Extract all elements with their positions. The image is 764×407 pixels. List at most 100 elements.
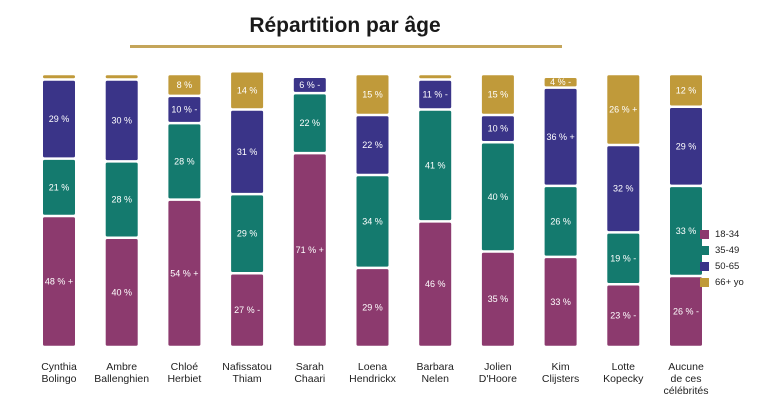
- bar-segment-3549-9: [607, 233, 640, 283]
- bar-segment-5065-7: [481, 116, 514, 141]
- legend-swatch: [700, 261, 709, 271]
- bar-segment-3549-3: [231, 195, 264, 273]
- title-underline: [130, 45, 562, 48]
- legend-swatch: [700, 277, 709, 287]
- data-label: 33 %: [550, 297, 571, 307]
- data-label: 27 % -: [234, 305, 260, 315]
- data-label: 10 % -: [171, 104, 197, 114]
- bar-segment-5065-5: [356, 116, 389, 174]
- bar-segment-3549-4: [293, 94, 326, 152]
- data-label: 29 %: [237, 229, 258, 239]
- bar-segment-5065-1: [105, 80, 138, 161]
- legend-swatch: [700, 229, 709, 239]
- bar-segment-5065-8: [544, 88, 577, 185]
- data-label: 33 %: [676, 226, 697, 236]
- data-label: 41 %: [425, 160, 446, 170]
- bar-segment-66yo-7: [481, 75, 514, 114]
- data-label: 23 % -: [610, 311, 636, 321]
- legend-item: 18-34: [700, 226, 744, 242]
- category-label: Barbara Nelen: [416, 361, 454, 385]
- category-label: Loena Hendrickx: [349, 361, 396, 385]
- bar-segment-1834-0: [43, 217, 75, 346]
- bar-segment-66yo-2: [168, 75, 201, 95]
- bar-segment-66yo-8: [544, 77, 577, 87]
- bar-segment-1834-5: [356, 269, 389, 346]
- legend-label: 50-65: [715, 260, 740, 272]
- bar-segment-5065-6: [419, 80, 452, 109]
- bar-segment-1834-1: [105, 239, 138, 346]
- bar-segment-3549-1: [105, 162, 138, 237]
- category-label: Jolien D'Hoore: [478, 361, 517, 385]
- category-label: Cynthia Bolingo: [41, 361, 77, 385]
- bar-segment-66yo-9: [607, 75, 640, 144]
- bar-segment-1834-4: [293, 154, 326, 346]
- data-label: 14 %: [237, 85, 258, 95]
- legend-label: 18-34: [715, 228, 740, 240]
- category-label: Aucune de ces célébrités: [663, 361, 709, 397]
- bar-segment-1834-6: [419, 222, 452, 346]
- category-label: Kim Clijsters: [541, 361, 580, 385]
- data-label: 8 %: [177, 80, 193, 90]
- data-label: 11 % -: [423, 89, 448, 99]
- chart-title: Répartition par âge: [249, 14, 441, 37]
- bar-segment-1834-9: [607, 285, 640, 346]
- bar-segment-1834-3: [231, 274, 264, 346]
- bar-segment-5065-2: [168, 97, 201, 122]
- category-label: Sarah Chaari: [294, 361, 326, 385]
- data-label: 28 %: [174, 156, 195, 166]
- category-label: Chloé Herbiet: [167, 361, 202, 385]
- data-label: 26 %: [550, 216, 571, 226]
- bar-segment-1834-2: [168, 200, 201, 346]
- bar-segment-5065-4: [293, 77, 326, 92]
- bar-segment-66yo-6: [419, 75, 452, 79]
- data-label: 21 %: [49, 182, 70, 192]
- data-label: 6 % -: [299, 80, 320, 90]
- data-label: 48 % +: [45, 276, 73, 286]
- data-label: 12 %: [676, 85, 697, 95]
- legend-item: 66+ yo: [700, 274, 744, 290]
- data-label: 30 %: [111, 115, 132, 125]
- data-label: 4 % -: [550, 77, 571, 87]
- data-label: 36 % +: [546, 132, 574, 142]
- bar-segment-5065-9: [607, 146, 640, 232]
- legend-item: 35-49: [700, 242, 744, 258]
- legend: 18-34 35-49 50-65 66+ yo: [700, 226, 744, 290]
- data-label: 26 % +: [609, 104, 637, 114]
- data-label: 31 %: [237, 147, 258, 157]
- data-label: 28 %: [111, 195, 132, 205]
- bar-segment-3549-7: [481, 143, 514, 251]
- bar-segment-1834-7: [481, 252, 514, 346]
- bar-segment-1834-8: [544, 258, 577, 346]
- data-label: 35 %: [488, 294, 509, 304]
- data-label: 32 %: [613, 184, 634, 194]
- bar-segment-3549-6: [419, 110, 452, 221]
- bar-segment-1834-10: [670, 277, 702, 346]
- data-label: 15 %: [488, 89, 509, 99]
- category-label: Nafissatou Thiam: [222, 361, 272, 385]
- data-label: 29 %: [49, 114, 70, 124]
- data-label: 22 %: [300, 118, 321, 128]
- data-label: 46 %: [425, 279, 446, 289]
- data-label: 29 %: [676, 141, 697, 151]
- data-label: 40 %: [111, 287, 132, 297]
- data-label: 19 % -: [610, 253, 636, 263]
- bar-segment-3549-0: [43, 159, 75, 215]
- bar-segment-66yo-1: [105, 75, 138, 79]
- data-label: 71 % +: [296, 245, 324, 255]
- data-label: 15 %: [362, 89, 383, 99]
- bar-segment-66yo-3: [231, 72, 264, 109]
- bar-segment-66yo-0: [43, 75, 75, 79]
- bar-segment-3549-2: [168, 124, 201, 199]
- legend-item: 50-65: [700, 258, 744, 274]
- category-label: Lotte Kopecky: [603, 361, 644, 385]
- bar-segment-5065-3: [231, 110, 264, 193]
- data-label: 54 % +: [170, 268, 198, 278]
- bar-segment-5065-0: [43, 80, 75, 158]
- bar-segment-5065-10: [670, 108, 702, 185]
- bar-segment-66yo-5: [356, 75, 389, 114]
- bar-segment-3549-10: [670, 187, 702, 275]
- legend-swatch: [700, 245, 709, 255]
- legend-label: 66+ yo: [715, 276, 744, 288]
- category-label: Ambre Ballenghien: [94, 361, 150, 385]
